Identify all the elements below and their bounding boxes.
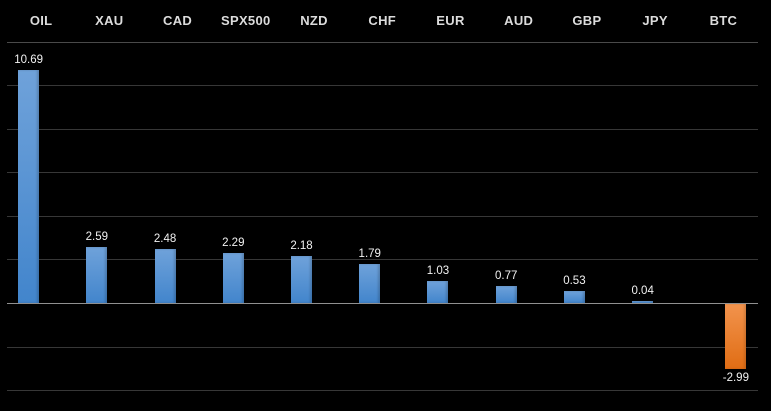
value-label-jpy: 0.04 (631, 285, 654, 297)
column-header-btc: BTC (709, 13, 738, 28)
zero-axis-line (7, 303, 758, 304)
value-label-oil: 10.69 (14, 54, 44, 67)
value-label-gbp: 0.53 (563, 275, 586, 288)
value-label-aud: 0.77 (495, 270, 518, 283)
value-label-nzd: 2.18 (290, 239, 313, 252)
bar-aud (495, 286, 517, 303)
column-header-nzd: NZD (300, 13, 328, 28)
column-header-chf: CHF (368, 13, 397, 28)
column-header-eur: EUR (436, 13, 465, 28)
bar-spx500 (222, 253, 244, 303)
value-label-xau: 2.59 (85, 230, 109, 243)
value-label-spx500: 2.29 (222, 237, 245, 250)
column-header-spx500: SPX500 (221, 13, 271, 28)
bar-cad (154, 249, 176, 303)
bar-eur (427, 280, 449, 303)
column-header-aud: AUD (504, 13, 534, 28)
value-label-cad: 2.48 (153, 233, 177, 246)
column-header-oil: OIL (29, 13, 53, 28)
gridline (7, 172, 758, 174)
bar-oil (18, 70, 40, 303)
value-label-chf: 1.79 (358, 248, 381, 261)
column-header-cad: CAD (163, 13, 193, 28)
gridline (7, 128, 758, 130)
gridline (7, 259, 758, 261)
value-label-eur: 1.03 (426, 264, 450, 277)
header-separator-line (7, 42, 758, 43)
bar-xau (86, 246, 108, 303)
gridline (7, 215, 758, 217)
bar-nzd (291, 255, 313, 303)
bar-chf (359, 264, 381, 303)
bar-btc (725, 304, 747, 370)
bar-jpy (632, 301, 654, 303)
column-header-gbp: GBP (572, 13, 602, 28)
gridline (7, 390, 758, 392)
column-header-xau: XAU (95, 13, 124, 28)
bar-gbp (563, 291, 585, 303)
gridline (7, 85, 758, 87)
column-header-jpy: JPY (642, 13, 668, 28)
value-label-btc: -2.99 (722, 372, 749, 385)
gridline (7, 346, 758, 348)
